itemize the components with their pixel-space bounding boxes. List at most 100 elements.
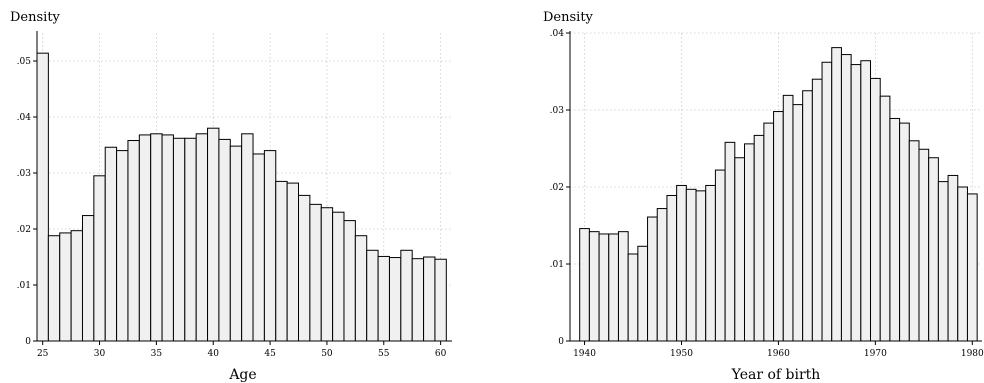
histogram-bar [705,184,716,342]
histogram-bar [229,145,243,342]
histogram-bar [70,230,83,342]
histogram-bar [579,228,590,342]
y-tick-label: .02 [17,225,31,235]
histogram-bar [840,54,852,342]
histogram-bar [588,231,600,342]
x-tick-label: 25 [37,349,49,359]
histogram-bar [947,174,959,342]
y-tick-label: .04 [550,29,565,39]
histogram-bar [889,117,901,342]
histogram-bar [908,140,920,342]
histogram-bar [724,141,736,342]
histogram-bar [957,186,968,342]
histogram-bar [937,181,949,342]
year-of-birth-histogram: 0 .01 .02 .03 .04 1940 1950 1960 1970 1980 Density… [543,10,984,383]
x-tick-label: 1950 [670,349,693,359]
histogram-bar [879,95,891,342]
x-tick-label: 50 [321,349,333,359]
y-tick-label: .01 [17,281,31,291]
histogram-bar [320,207,334,342]
age-histogram: 0 .01 .02 .03 .04 .05 25 30 35 40 45 50 55 60 Density A… [10,10,452,383]
histogram-bar [714,169,726,342]
histogram-bar [792,104,804,342]
y-tick-label: .04 [17,113,32,123]
x-axis-title: Age [228,367,256,383]
histogram-bar [343,220,356,342]
histogram-bar [298,194,311,342]
histogram-bar [377,255,390,342]
histogram-bar [81,215,95,342]
y-tick-label: 0 [558,337,564,347]
histogram-bar [753,134,765,342]
histogram-bar [695,190,707,342]
histogram-bar [241,133,254,342]
histogram-bar [184,137,197,342]
y-tick-label: 0 [25,337,31,347]
histogram-bar [666,194,678,342]
histogram-bar [763,122,775,342]
x-tick-label: 35 [151,349,163,359]
histogram-bar [275,180,288,342]
histogram-bar [676,184,687,342]
x-tick-label: 1980 [961,349,984,359]
histogram-bar [928,157,939,342]
histogram-bar [411,258,425,342]
histogram-bar [617,231,629,342]
y-axis-title: Density [10,10,61,25]
x-tick-label: 55 [378,349,390,359]
histogram-bar [821,61,833,342]
histogram-bar [918,148,930,342]
x-tick-label: 1940 [573,349,596,359]
histogram-bar [423,256,436,342]
histogram-bar [286,182,300,342]
histogram-bar [93,175,106,342]
histogram-bar [782,94,794,342]
histogram-bar [743,143,755,342]
histogram-bar [734,157,745,342]
histogram-bar [263,150,277,342]
histogram-bar [608,233,619,342]
y-tick-label: .02 [550,183,564,193]
histogram-bar [309,203,322,342]
histogram-bar [366,249,379,342]
histogram-bar [870,77,881,342]
histogram-bar [637,245,649,342]
x-tick-label: 1970 [864,349,887,359]
histogram-bar [831,47,842,342]
histogram-bar [598,233,610,342]
histogram-bar [161,134,174,342]
histogram-bar [685,188,697,342]
histogram-bar [400,249,413,342]
histogram-bar [116,150,129,342]
histogram-bar [434,258,447,342]
y-axis-title: Density [543,10,594,25]
histogram-bar [218,138,231,342]
histogram-bar [104,146,118,342]
histogram-bar [138,134,152,342]
histogram-bar [59,232,72,342]
x-tick-label: 40 [208,349,220,359]
histogram-bar [802,90,813,342]
histogram-bar [172,137,186,342]
histogram-bar [127,140,140,342]
x-tick-label: 45 [264,349,276,359]
histogram-bar [860,60,872,342]
histogram-bar [36,52,49,342]
histogram-bar [647,216,658,342]
y-tick-label: .03 [17,169,32,179]
histogram-bar [252,153,265,342]
y-tick-label: .01 [550,260,564,270]
x-axis-title: Year of birth [731,367,821,383]
histogram-bar [388,257,402,342]
histogram-bar [354,235,368,342]
histogram-bar [811,78,823,342]
histogram-bar [195,133,209,342]
x-tick-label: 1960 [767,349,790,359]
y-tick-label: .03 [550,106,565,116]
histogram-bar [47,235,61,342]
histogram-bar [773,111,784,342]
histogram-bar [850,64,862,342]
histogram-bar [966,193,978,342]
x-tick-label: 60 [435,349,447,359]
